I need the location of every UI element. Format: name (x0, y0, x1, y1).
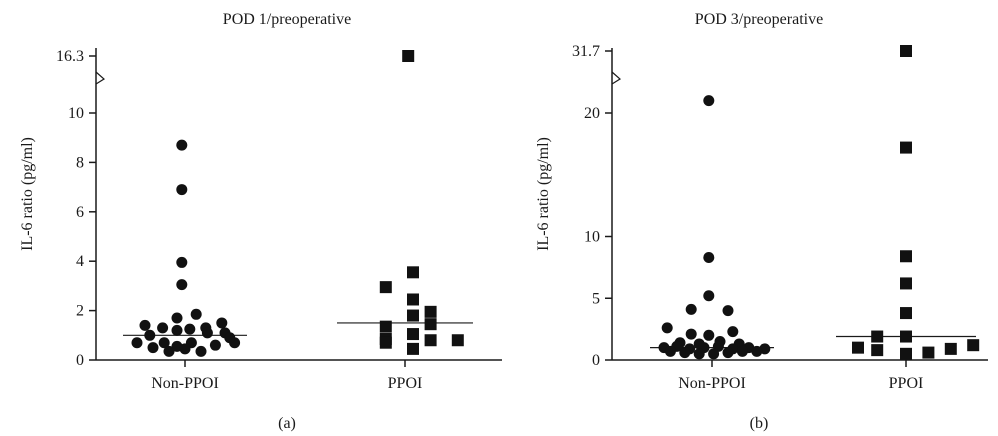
panel-a-x-categories: Non-PPOI PPOI (151, 360, 422, 392)
panel-b-label: (b) (750, 415, 769, 432)
panel-a-y-ticks: 0 2 4 6 8 10 16.3 (56, 48, 96, 369)
panel-b-y-axis-label: IL-6 ratio (pg/ml) (535, 137, 552, 251)
y-tick-label: 10 (68, 105, 84, 122)
data-point-circle (685, 328, 697, 340)
data-point-square (900, 277, 912, 290)
data-point-circle (201, 327, 213, 339)
y-tick-label: 2 (76, 303, 84, 320)
data-point-square (922, 346, 935, 359)
data-point-circle (751, 345, 763, 357)
data-point-square (871, 330, 884, 343)
data-point-circle (685, 303, 697, 315)
panel-b-title: POD 3/preoperative (695, 11, 823, 28)
x-category-label: Non-PPOI (678, 375, 746, 392)
panel-a-label: (a) (278, 415, 296, 432)
y-tick-label: 20 (584, 105, 600, 122)
y-tick-label: 31.7 (572, 43, 600, 60)
data-point-square (900, 141, 912, 154)
data-point-circle (703, 251, 715, 263)
data-point-square (379, 336, 392, 349)
data-point-circle (144, 329, 156, 341)
data-point-square (900, 347, 912, 360)
x-category-label: PPOI (388, 375, 423, 392)
panel-b-points (658, 45, 980, 360)
data-point-circle (224, 332, 236, 344)
y-tick-label: 6 (76, 204, 84, 221)
data-point-circle (679, 347, 691, 359)
data-point-circle (176, 279, 188, 291)
y-tick-label: 10 (584, 229, 600, 246)
panel-b-axis-break (611, 71, 622, 85)
data-point-square (407, 309, 419, 322)
data-point-circle (171, 324, 183, 336)
data-point-circle (664, 345, 676, 357)
data-point-square (967, 339, 980, 352)
data-point-square (379, 320, 392, 333)
data-point-circle (176, 184, 188, 196)
data-point-circle (131, 337, 143, 349)
panel-a-axis-break (95, 71, 106, 85)
data-point-circle (157, 322, 169, 334)
data-point-circle (184, 323, 196, 335)
data-point-circle (703, 329, 715, 341)
data-point-circle (147, 342, 159, 354)
panel-a-y-axis-label: IL-6 ratio (pg/ml) (19, 137, 36, 251)
data-point-circle (216, 317, 228, 329)
data-point-circle (176, 256, 188, 268)
data-point-square (407, 293, 419, 306)
y-tick-label: 5 (592, 290, 600, 307)
data-point-circle (703, 290, 715, 302)
panel-a: POD 1/preoperative IL-6 ratio (pg/ml) 0 2… (19, 11, 502, 432)
data-point-square (402, 50, 415, 62)
y-tick-label: 0 (592, 352, 600, 369)
data-point-square (944, 342, 957, 355)
data-point-square (900, 330, 912, 343)
data-point-circle (190, 308, 202, 320)
y-tick-label: 8 (76, 154, 84, 171)
data-point-circle (176, 139, 188, 151)
data-point-square (900, 250, 912, 263)
data-point-square (407, 266, 419, 279)
data-point-circle (163, 345, 175, 357)
data-point-circle (209, 339, 221, 351)
y-tick-label: 4 (76, 253, 84, 270)
panel-b: POD 3/preoperative IL-6 ratio (pg/ml) 0 5… (535, 11, 988, 432)
y-tick-label: 0 (76, 352, 84, 369)
data-point-circle (722, 347, 734, 359)
data-point-square (871, 344, 884, 357)
data-point-circle (693, 348, 705, 360)
data-point-circle (158, 337, 170, 349)
data-point-circle (179, 343, 191, 355)
data-point-square (407, 328, 419, 341)
data-point-square (424, 318, 437, 331)
y-tick-label: 16.3 (56, 48, 84, 65)
panel-a-points (131, 50, 464, 357)
data-point-square (424, 305, 437, 318)
data-point-square (900, 307, 912, 320)
data-point-circle (661, 322, 673, 334)
data-point-circle (703, 95, 715, 107)
data-point-square (451, 334, 464, 347)
data-point-circle (722, 305, 734, 317)
data-point-square (424, 334, 437, 347)
data-point-circle (727, 326, 739, 338)
data-point-circle (195, 345, 207, 357)
data-point-circle (708, 348, 720, 360)
panel-a-title: POD 1/preoperative (223, 11, 351, 28)
x-category-label: PPOI (889, 375, 924, 392)
data-point-square (379, 281, 392, 294)
data-point-square (407, 342, 419, 355)
data-point-square (852, 341, 864, 354)
data-point-circle (736, 345, 748, 357)
panel-b-y-ticks: 0 5 10 20 31.7 (572, 43, 612, 369)
panel-b-x-categories: Non-PPOI PPOI (678, 360, 923, 392)
data-point-circle (171, 312, 183, 324)
x-category-label: Non-PPOI (151, 375, 219, 392)
data-point-circle (139, 319, 151, 331)
data-point-square (900, 45, 912, 57)
